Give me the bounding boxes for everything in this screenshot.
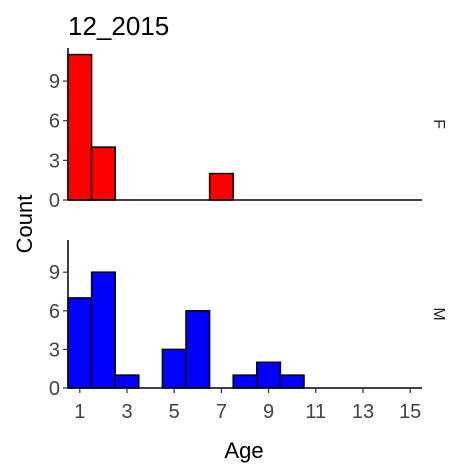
bar-F-1 — [67, 53, 93, 201]
y-tick-label: 6 — [49, 301, 60, 323]
bar-M-9 — [256, 361, 282, 389]
x-tick-label: 7 — [216, 401, 227, 423]
bar-M-1 — [67, 297, 93, 389]
y-tick-label: 0 — [49, 378, 60, 400]
y-tick-label: 3 — [49, 339, 60, 361]
facet-label-F: F — [430, 119, 447, 129]
bar-M-8 — [232, 374, 258, 389]
y-tick-label: 6 — [49, 111, 60, 133]
y-tick-label: 3 — [49, 150, 60, 172]
x-axis-label: Age — [224, 438, 263, 463]
bar-M-3 — [114, 374, 140, 389]
x-tick-label: 9 — [263, 401, 274, 423]
bar-M-6 — [185, 310, 211, 389]
x-tick-label: 1 — [74, 401, 85, 423]
x-tick-label: 15 — [399, 401, 421, 423]
facet-label-M: M — [430, 307, 447, 320]
x-tick-label: 11 — [305, 401, 326, 423]
x-tick-label: 5 — [169, 401, 180, 423]
y-tick-label: 9 — [49, 71, 60, 93]
bar-F-2 — [90, 146, 116, 201]
y-tick-label: 9 — [49, 262, 60, 284]
bar-M-10 — [279, 374, 305, 389]
bar-M-2 — [90, 271, 116, 389]
x-tick-label: 13 — [352, 401, 374, 423]
y-tick-label: 0 — [49, 190, 60, 212]
bar-F-7 — [208, 172, 234, 201]
x-tick-label: 3 — [121, 401, 132, 423]
bar-M-5 — [161, 348, 187, 389]
y-axis-label: Count — [12, 195, 37, 254]
chart-title: 12_2015 — [68, 11, 169, 41]
